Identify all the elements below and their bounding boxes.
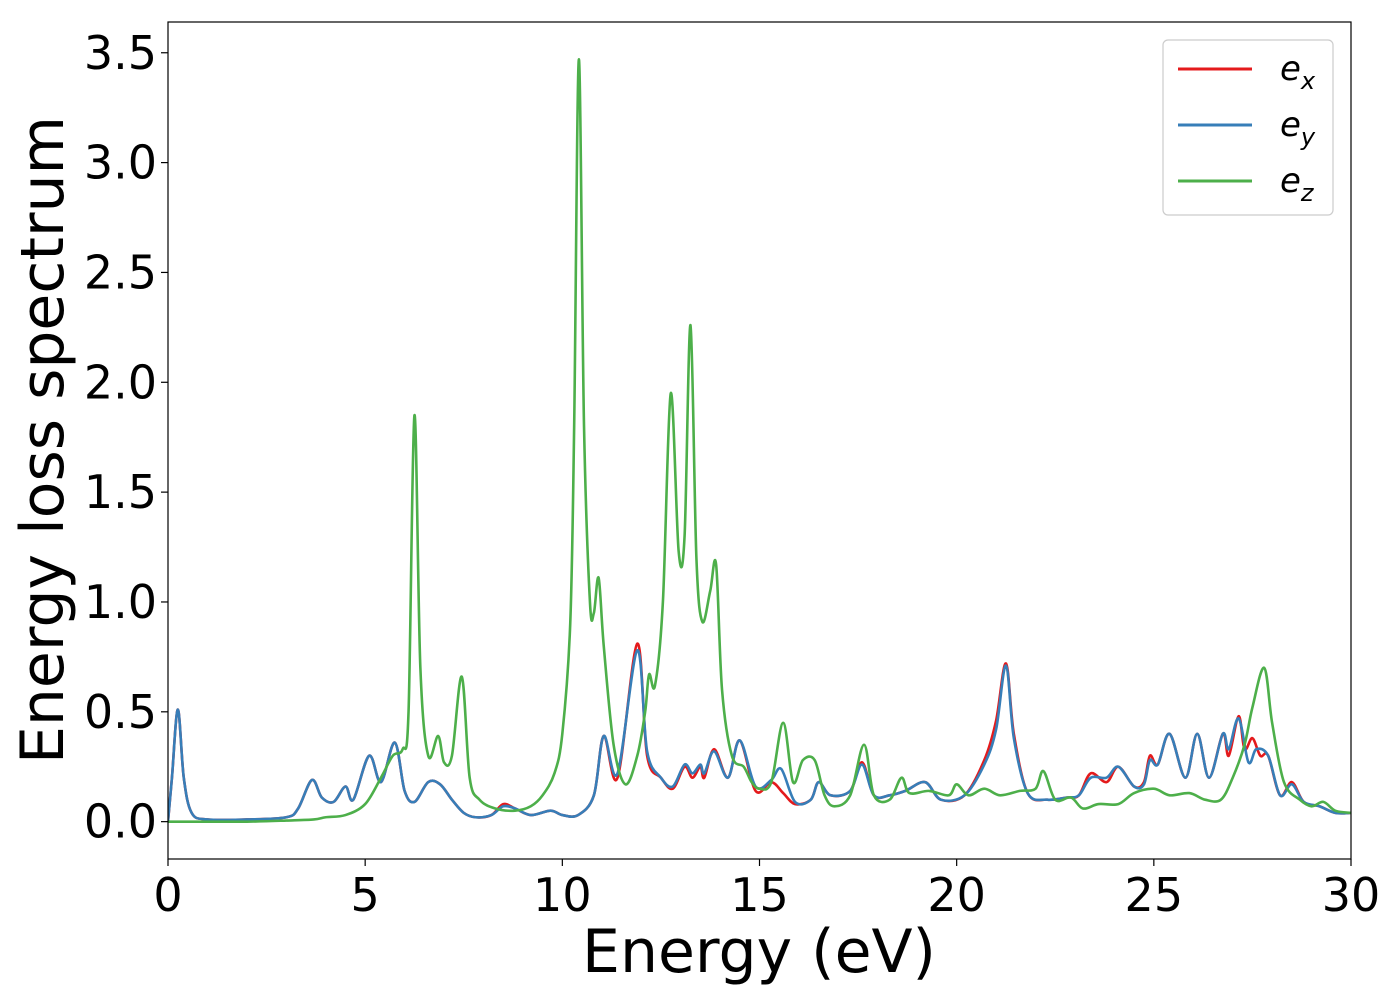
y-tick-label: 1.5 [84, 465, 157, 519]
x-tick-label: 25 [1125, 868, 1184, 922]
y-tick-label: 3.0 [84, 136, 157, 190]
x-tick-label: 10 [533, 868, 592, 922]
series-line-y [168, 648, 1351, 823]
y-tick-label: 3.5 [84, 26, 157, 80]
legend-box [1162, 39, 1334, 216]
x-axis-ticks: 0 5 10 15 20 25 30 [153, 859, 1380, 922]
x-tick-label: 15 [730, 868, 789, 922]
x-axis-title: Energy (eV) [582, 917, 936, 987]
x-tick-label: 0 [153, 868, 182, 922]
y-axis-title: Energy loss spectrum [8, 116, 78, 764]
x-tick-label: 20 [927, 868, 986, 922]
y-axis-ticks: 0.0 0.5 1.0 1.5 2.0 2.5 3.0 3.5 [84, 26, 168, 849]
x-tick-label: 30 [1322, 868, 1381, 922]
series-line-z [168, 58, 1351, 824]
y-tick-label: 2.5 [84, 245, 157, 299]
legend-label-subscript: x [1300, 67, 1316, 95]
legend-label-subscript: y [1300, 123, 1316, 151]
x-tick-label: 5 [351, 868, 380, 922]
y-tick-label: 1.0 [84, 575, 157, 629]
y-tick-label: 0.0 [84, 795, 157, 849]
series-lines [168, 58, 1351, 824]
legend-label-subscript: z [1300, 179, 1315, 207]
y-tick-label: 2.0 [84, 355, 157, 409]
y-tick-label: 0.5 [84, 685, 157, 739]
